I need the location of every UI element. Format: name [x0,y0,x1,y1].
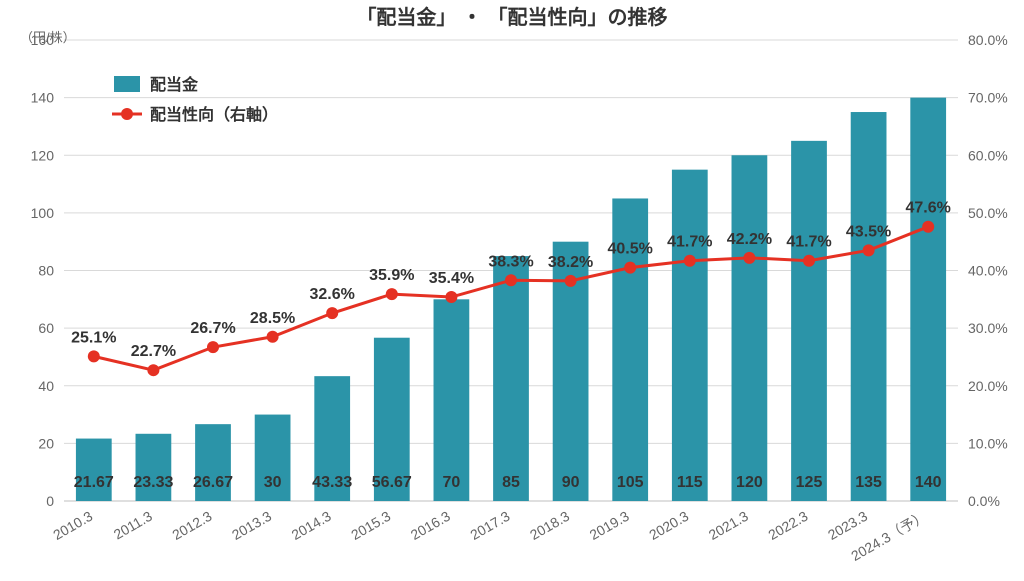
bar-value-label: 56.67 [372,474,412,491]
bar-value-label: 140 [915,474,942,491]
legend-line-marker [121,108,133,120]
x-category-label: 2010.3 [50,508,95,543]
y-left-tick-label: 20 [38,435,54,451]
bar-value-label: 30 [264,474,282,491]
legend-bar-label: 配当金 [150,75,199,94]
line-value-label: 47.6% [906,200,951,217]
bar-value-label: 115 [677,474,703,491]
x-category-label: 2021.3 [706,508,751,543]
dividend-chart: 0 0.0% 20 10.0% 40 20.0% 60 30.0% 80 40.0% 100 50.0… [0,0,1024,581]
line-marker [147,364,159,376]
y-right-tick-label: 80.0% [968,32,1008,48]
line-marker [803,255,815,267]
line-value-label: 35.9% [369,267,414,284]
line-value-label: 35.4% [429,270,474,287]
bar [76,439,112,501]
legend-bar-swatch [114,76,140,92]
bar [434,299,470,501]
x-category-label: 2016.3 [408,508,453,543]
legend: 配当金配当性向（右軸） [112,75,278,124]
left-axis-unit: （円/株） [20,30,76,45]
line-value-label: 32.6% [310,286,355,303]
x-category-label: 2018.3 [527,508,572,543]
x-category-label: 2020.3 [646,508,691,543]
legend-line-label: 配当性向（右軸） [150,105,278,124]
bar-value-label: 70 [443,474,461,491]
bar [493,256,529,501]
bar-value-label: 85 [502,474,520,491]
y-left-tick-label: 0 [46,493,54,509]
y-left-tick-label: 40 [38,378,54,394]
line-marker [267,331,279,343]
bar [910,98,946,501]
y-left-tick-label: 140 [31,90,55,106]
line-value-label: 43.5% [846,223,891,240]
line-marker [565,275,577,287]
line-marker [922,221,934,233]
x-category-label: 2023.3 [825,508,870,543]
y-right-tick-label: 0.0% [968,493,1000,509]
line-marker [684,255,696,267]
y-right-tick-label: 20.0% [968,378,1008,394]
x-category-label: 2015.3 [348,508,393,543]
line-marker [624,262,636,274]
line-marker [207,341,219,353]
y-right-tick-label: 70.0% [968,90,1008,106]
line-marker [386,288,398,300]
bar-value-label: 43.33 [312,474,352,491]
line-value-label: 22.7% [131,343,176,360]
x-category-label: 2014.3 [289,508,334,543]
y-right-tick-label: 30.0% [968,320,1008,336]
bar [732,155,768,501]
y-right-tick-label: 10.0% [968,435,1008,451]
bar-value-label: 125 [796,474,823,491]
bar [851,112,887,501]
bar-value-label: 120 [736,474,763,491]
line-marker [863,244,875,256]
x-category-label: 2019.3 [587,508,632,543]
x-category-label: 2017.3 [467,508,512,543]
line-marker [88,350,100,362]
line-value-label: 41.7% [667,234,712,251]
chart-svg: 0 0.0% 20 10.0% 40 20.0% 60 30.0% 80 40.0% 100 50.0… [0,0,1024,581]
bar-value-label: 23.33 [133,474,173,491]
line-value-label: 41.7% [786,234,831,251]
x-category-label: 2012.3 [169,508,214,543]
x-category-label: 2011.3 [111,508,155,543]
bar-value-label: 26.67 [193,474,233,491]
line-marker [326,307,338,319]
y-right-tick-label: 50.0% [968,205,1008,221]
y-left-tick-label: 60 [38,320,54,336]
bar-value-label: 135 [855,474,882,491]
line-value-label: 38.3% [488,253,533,270]
bar-value-label: 105 [617,474,644,491]
line-value-label: 26.7% [190,320,235,337]
line-value-label: 40.5% [608,241,653,258]
y-left-tick-label: 120 [31,147,55,163]
line-value-label: 25.1% [71,329,116,346]
bar-value-label: 21.67 [74,474,114,491]
x-category-label: 2013.3 [229,508,274,543]
chart-title: 「配当金」 ・ 「配当性向」の推移 [356,5,667,29]
x-category-label: 2022.3 [765,508,810,543]
line-marker [445,291,457,303]
y-left-tick-label: 80 [38,263,54,279]
y-right-tick-label: 60.0% [968,147,1008,163]
line-marker [505,274,517,286]
line-value-label: 38.2% [548,254,593,271]
bar-value-label: 90 [562,474,580,491]
y-right-tick-label: 40.0% [968,263,1008,279]
bar [791,141,827,501]
y-left-tick-label: 100 [31,205,55,221]
line-value-label: 28.5% [250,310,295,327]
line-marker [743,252,755,264]
line-value-label: 42.2% [727,231,772,248]
bar [672,170,708,501]
